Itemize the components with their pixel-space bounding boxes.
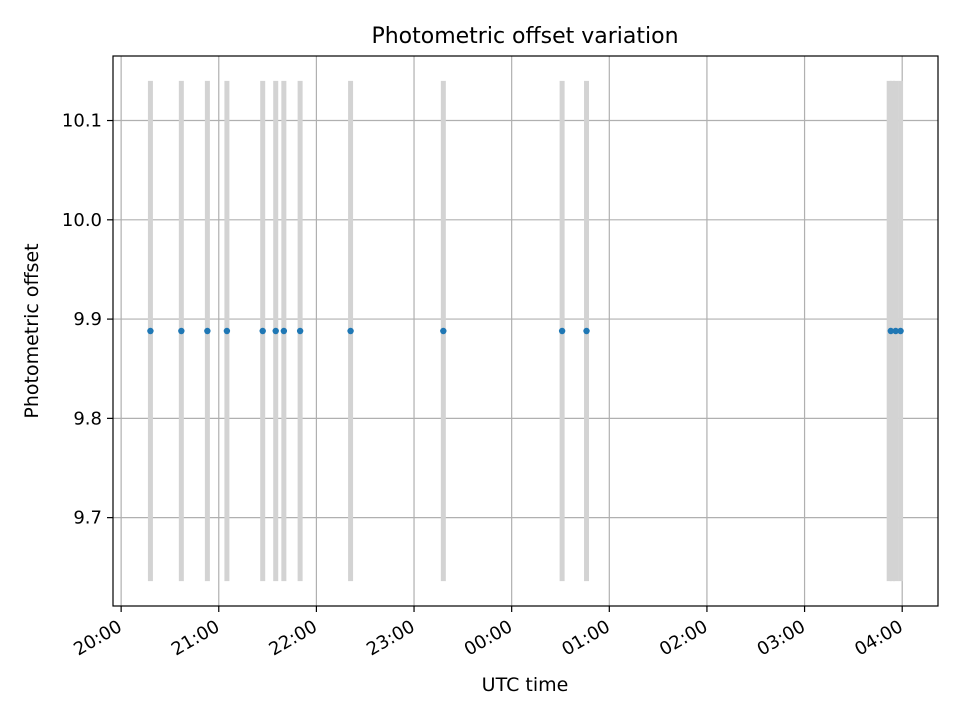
data-point — [296, 327, 304, 335]
data-point — [147, 327, 154, 335]
data-points — [147, 327, 904, 335]
data-point — [280, 327, 288, 335]
y-tick-label: 10.1 — [62, 111, 102, 132]
data-point — [178, 327, 185, 335]
data-point — [897, 327, 904, 335]
chart-title: Photometric offset variation — [371, 24, 678, 49]
y-tick-label: 9.7 — [73, 508, 102, 529]
y-tick-label: 10.0 — [62, 210, 102, 231]
data-point — [887, 327, 895, 335]
data-point — [892, 327, 899, 335]
data-point — [259, 327, 266, 335]
y-tick-label: 9.8 — [73, 408, 102, 429]
y-axis-ticks: 9.7 9.8 9.9 10.0 10.1 — [62, 111, 113, 529]
data-point — [440, 327, 447, 335]
grid — [113, 56, 938, 606]
data-point — [583, 327, 590, 335]
data-point — [223, 327, 231, 335]
data-point — [347, 327, 354, 335]
data-point — [272, 327, 279, 335]
data-point — [204, 327, 211, 335]
y-tick-label: 9.9 — [73, 309, 102, 330]
y-axis-label: Photometric offset — [21, 243, 43, 418]
plot-frame — [112, 55, 939, 607]
data-point — [558, 327, 566, 335]
x-axis-label: UTC time — [482, 674, 569, 696]
